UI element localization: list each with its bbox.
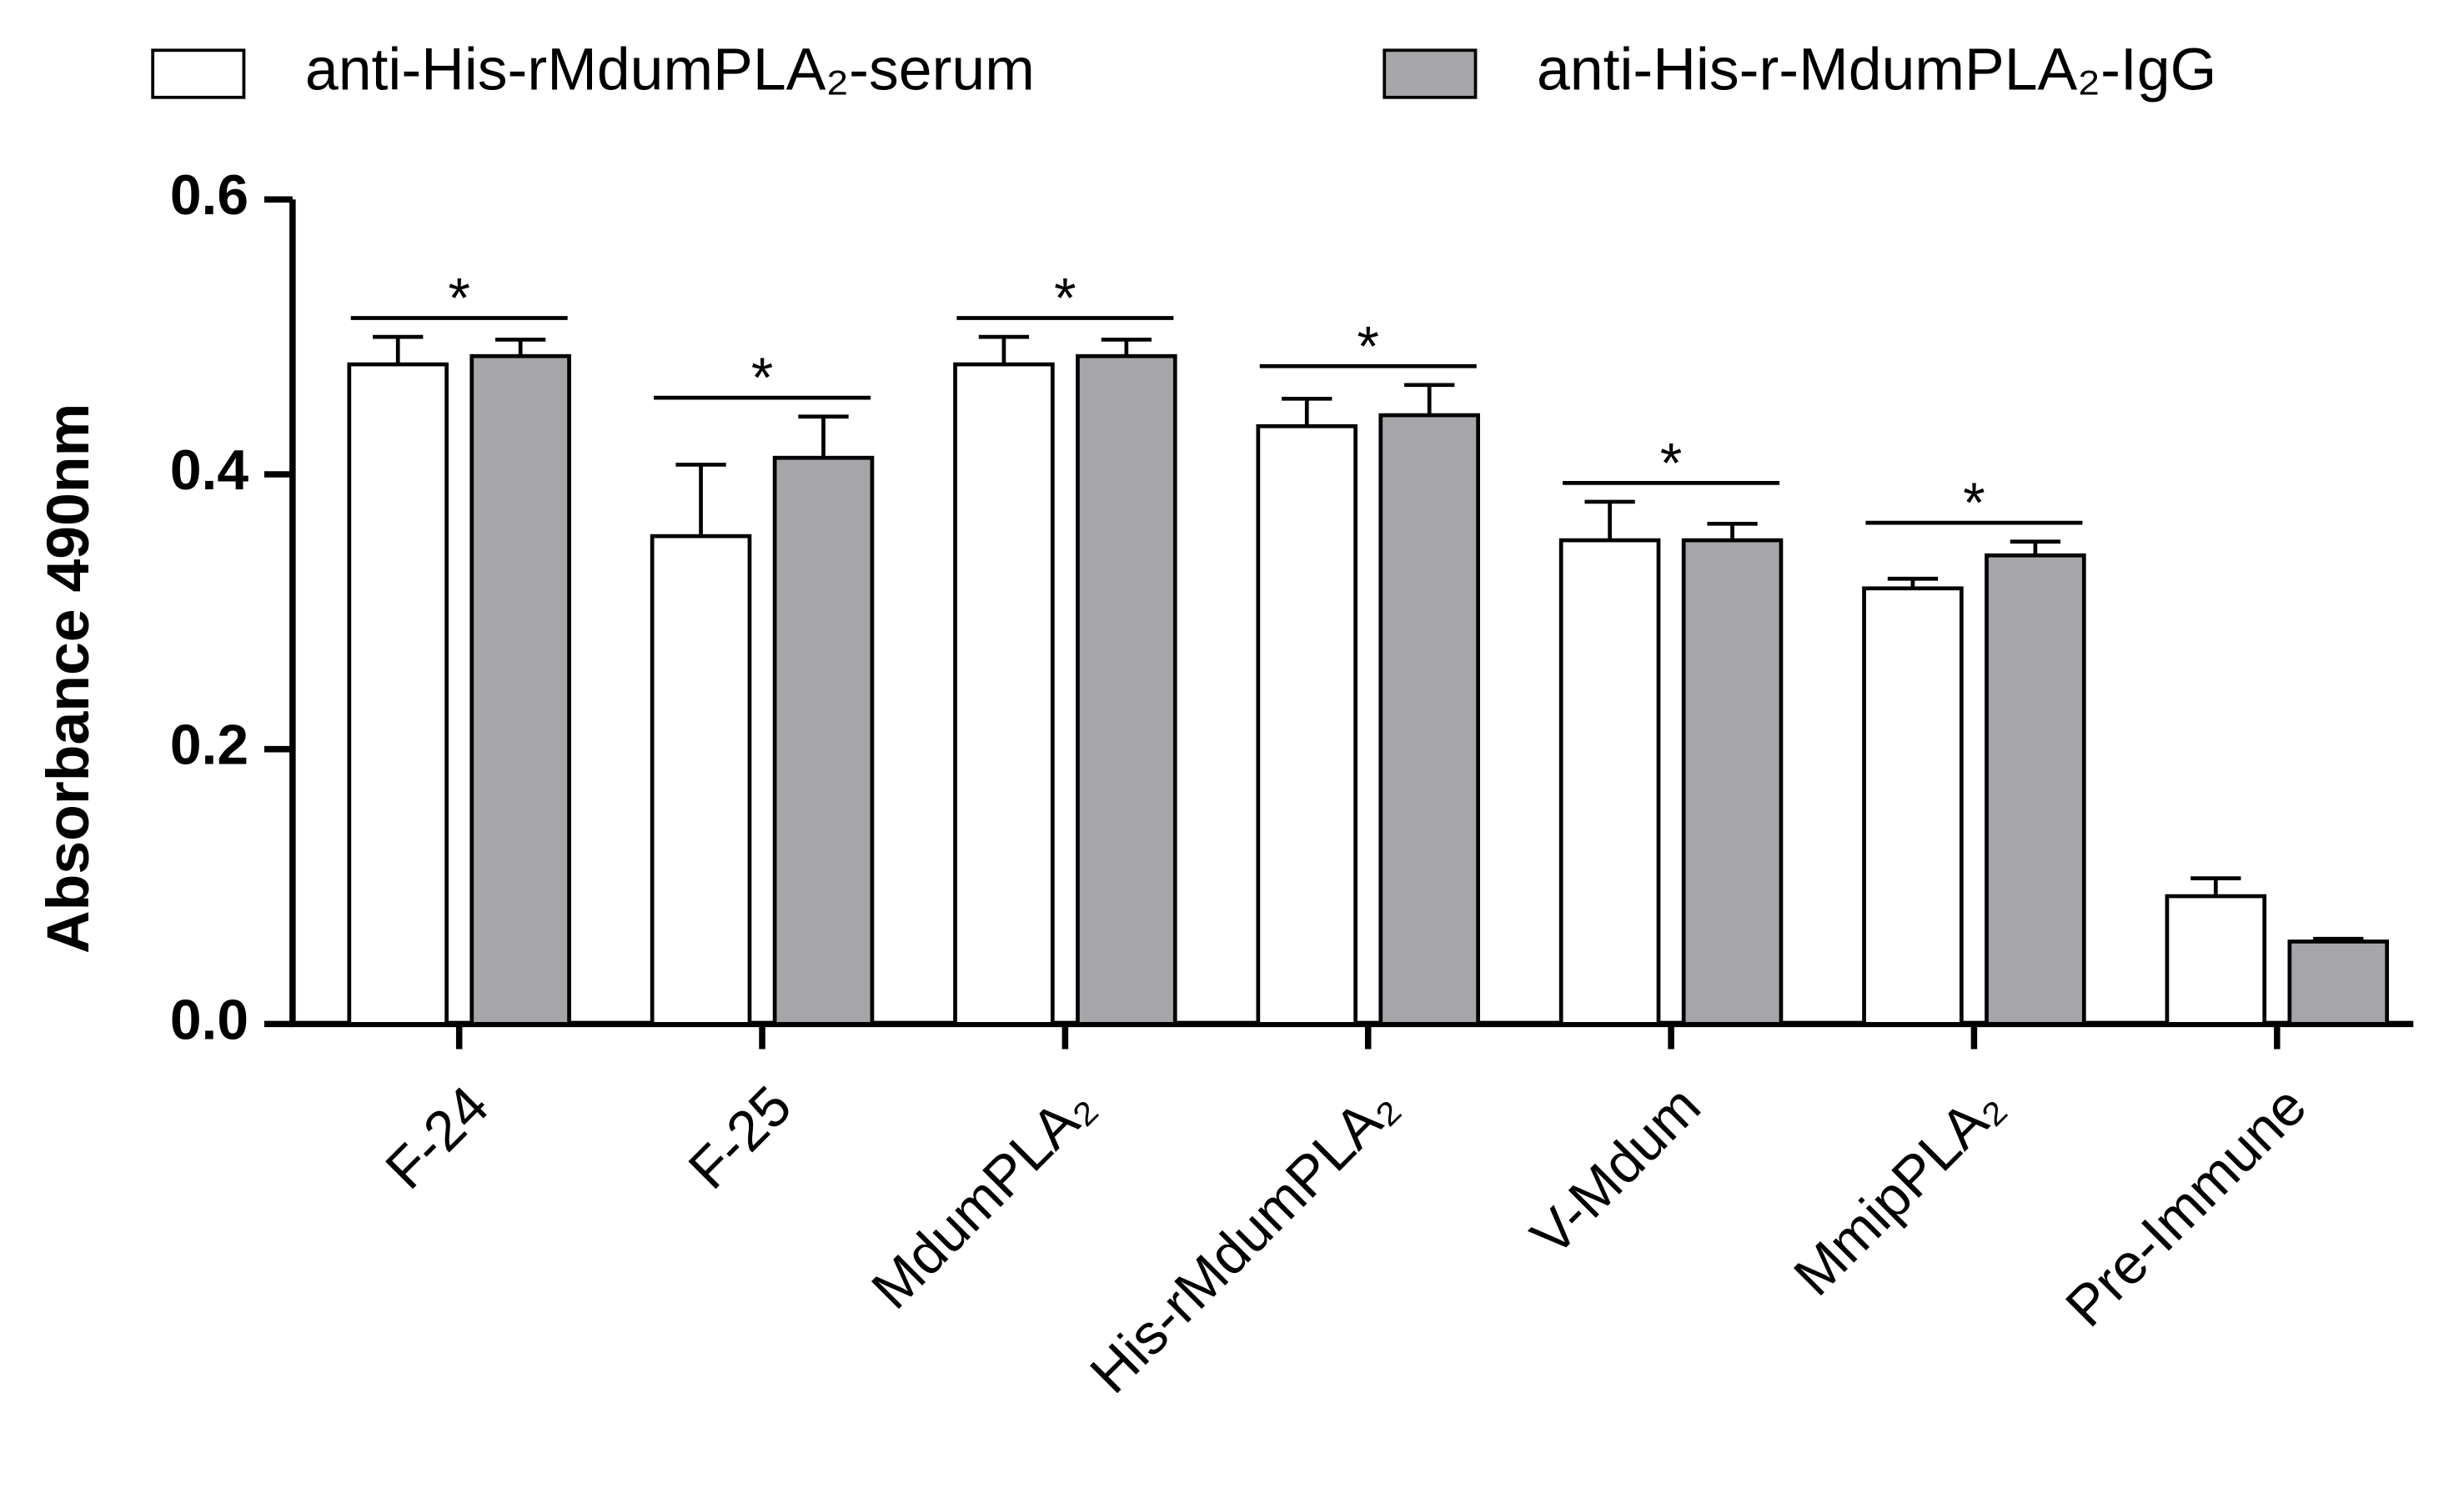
y-tick-label: 0.6: [170, 164, 248, 227]
bar: [1256, 423, 1358, 1026]
x-tick-label: His-rMdumPLA₂: [1079, 1075, 1410, 1405]
significance-label: *: [1660, 432, 1682, 494]
x-tick-label: F-24: [374, 1075, 501, 1201]
error-bar: [675, 463, 726, 537]
bar: [1378, 413, 1480, 1026]
x-tick-label: Pre-Immune: [2055, 1075, 2319, 1339]
bar: [1681, 538, 1784, 1026]
bar: [2165, 894, 2267, 1026]
y-tick-label: 0.4: [170, 439, 249, 502]
x-tick-label: V-Mdum: [1519, 1075, 1713, 1268]
significance-label: *: [1963, 472, 1985, 534]
bar: [650, 534, 752, 1026]
x-tick-label: MdumPLA₂: [861, 1075, 1107, 1321]
error-bar: [373, 334, 424, 365]
error-bar: [978, 334, 1030, 365]
bar: [1076, 353, 1177, 1026]
bar: [772, 455, 875, 1026]
bar: [2287, 939, 2390, 1026]
legend-swatch: [1383, 48, 1478, 99]
legend-swatch: [151, 48, 246, 99]
significance-label: *: [449, 268, 470, 330]
significance-label: *: [1357, 315, 1379, 378]
error-bar: [798, 414, 849, 458]
error-bar: [1101, 338, 1152, 357]
bar: [1558, 538, 1661, 1026]
error-bar: [1707, 521, 1758, 541]
significance-label: *: [1054, 268, 1076, 330]
error-bar: [2191, 876, 2241, 897]
error-bar: [2010, 539, 2061, 556]
error-bar: [495, 338, 546, 357]
y-tick-label: 0.0: [170, 989, 248, 1051]
bar: [1862, 586, 1964, 1026]
y-tick-label: 0.2: [170, 714, 248, 777]
bar: [347, 362, 449, 1026]
bar: [953, 362, 1055, 1026]
x-tick-label: MmipPLA₂: [1783, 1075, 2015, 1307]
legend-label: anti-His-rMdumPLA₂-serum: [305, 36, 1035, 103]
x-tick-label: F-25: [677, 1075, 804, 1201]
bar: [1985, 553, 2086, 1026]
significance-label: *: [751, 347, 773, 409]
legend-label: anti-His-r-MdumPLA₂-IgG: [1537, 36, 2216, 103]
error-bar: [1584, 499, 1635, 541]
y-axis-title: Absorbance 490nm: [35, 403, 102, 954]
error-bar: [1404, 383, 1455, 416]
error-bar: [1282, 396, 1332, 427]
bar: [469, 353, 571, 1026]
